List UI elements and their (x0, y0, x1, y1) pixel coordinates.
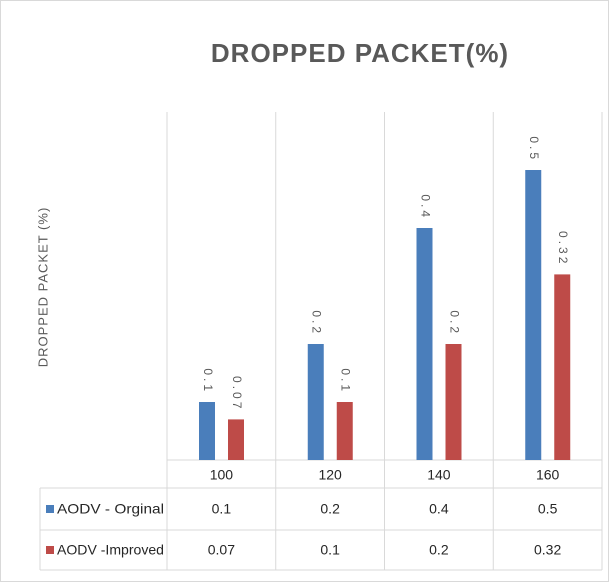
x-tick-label: 140 (427, 467, 451, 483)
bar (554, 274, 571, 460)
data-label: 0.1 (339, 368, 353, 394)
data-label: 0.4 (418, 194, 432, 220)
data-label: 0.2 (310, 310, 324, 336)
data-label: 0.1 (201, 368, 215, 394)
data-label: 0.2 (447, 310, 461, 336)
legend-swatch (46, 546, 54, 554)
bar (416, 228, 433, 460)
legend-label: AODV -Improved (57, 542, 164, 558)
y-axis-label: DROPPED PACKET (%) (35, 207, 50, 368)
bar (199, 402, 215, 460)
data-label: 0.07 (230, 376, 244, 411)
table-value: 0.5 (538, 501, 558, 517)
legend-label: AODV - Orginal (57, 501, 164, 517)
bar (525, 170, 542, 460)
data-label: 0.32 (556, 231, 570, 266)
chart-title: DROPPED PACKET(%) (211, 38, 509, 68)
table-value: 0.4 (429, 501, 449, 517)
table-value: 0.2 (429, 542, 449, 558)
bar (307, 344, 324, 460)
bar (445, 344, 462, 460)
bar (336, 402, 353, 460)
x-tick-label: 100 (210, 467, 234, 483)
data-label: 0.5 (527, 136, 541, 162)
table-value: 0.1 (212, 501, 232, 517)
table-value: 0.2 (320, 501, 340, 517)
x-tick-label: 120 (318, 467, 342, 483)
table-value: 0.32 (534, 542, 561, 558)
bar (228, 419, 244, 460)
legend-swatch (46, 505, 54, 513)
table-value: 0.07 (208, 542, 235, 558)
x-tick-label: 160 (536, 467, 560, 483)
table-value: 0.1 (320, 542, 340, 558)
